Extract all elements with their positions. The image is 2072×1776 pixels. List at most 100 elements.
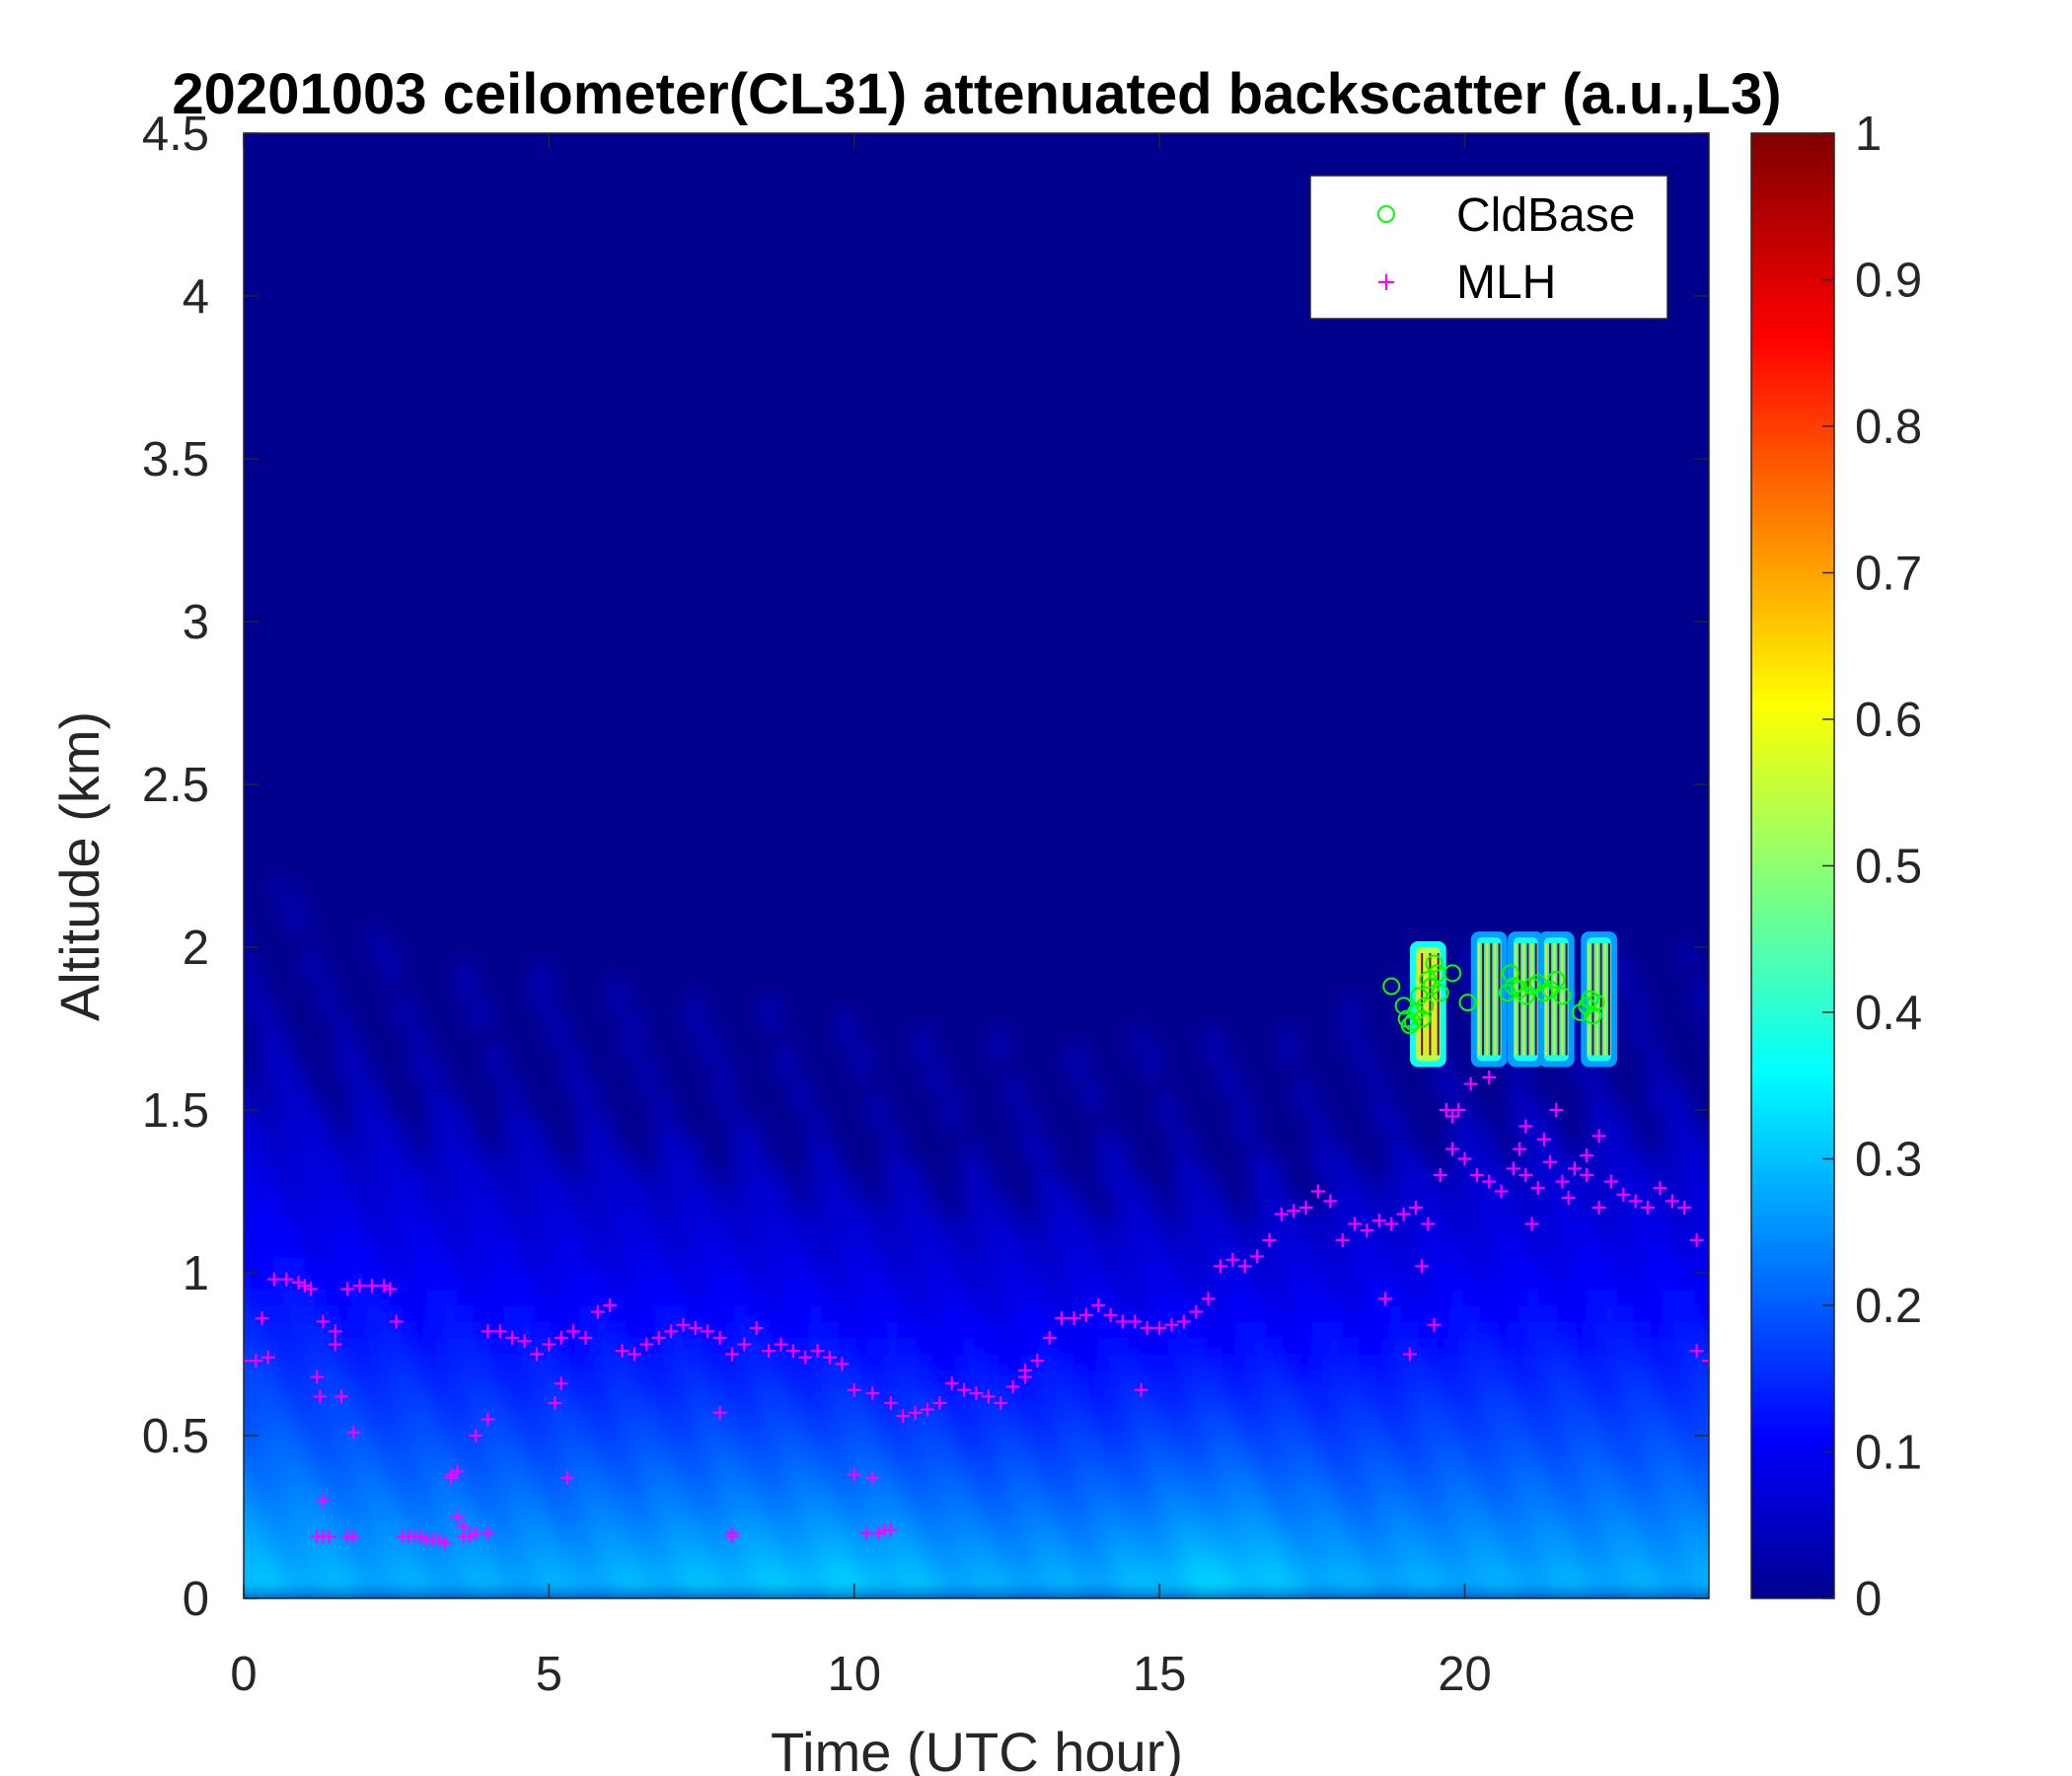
heatmap-cell	[961, 1143, 978, 1160]
heatmap-cell	[1525, 1370, 1542, 1388]
heatmap-cell	[1098, 1223, 1115, 1241]
heatmap-cell	[381, 1370, 398, 1388]
heatmap-cell	[640, 1175, 657, 1193]
heatmap-cell	[1205, 1549, 1221, 1567]
heatmap-cell	[1663, 1436, 1680, 1453]
mlh-point	[1665, 1194, 1679, 1209]
heatmap-cell	[686, 1175, 703, 1193]
heatmap-cell	[549, 1370, 565, 1388]
heatmap-cell	[411, 1484, 428, 1502]
heatmap-cell	[884, 1370, 902, 1388]
heatmap-cell	[625, 1289, 642, 1306]
x-tick-label: 0	[230, 1648, 257, 1701]
heatmap-cell	[671, 1451, 688, 1469]
heatmap-cell	[1617, 1126, 1634, 1144]
heatmap-cell	[1479, 1256, 1497, 1274]
heatmap-cell	[365, 1158, 383, 1176]
heatmap-cell	[518, 1582, 535, 1598]
heatmap-cell	[808, 1549, 825, 1567]
heatmap-cell	[1724, 1175, 1739, 1193]
heatmap-cell	[1663, 1158, 1680, 1176]
heatmap-cell	[365, 1419, 383, 1437]
heatmap-cell	[273, 1451, 291, 1469]
heatmap-cell	[1571, 1175, 1589, 1193]
heatmap-cell	[549, 1289, 565, 1306]
heatmap-cell	[792, 1419, 810, 1437]
heatmap-cell	[1632, 1354, 1650, 1371]
heatmap-cell	[1724, 1501, 1739, 1518]
heatmap-cell	[823, 1191, 841, 1209]
heatmap-cell	[1479, 1566, 1497, 1584]
heatmap-cell	[457, 1354, 475, 1371]
heatmap-cell	[1663, 1256, 1680, 1274]
heatmap-cell	[1693, 1436, 1709, 1453]
mlh-point	[774, 1337, 788, 1352]
heatmap-cell	[1327, 1143, 1344, 1160]
heatmap-cell	[991, 1451, 1008, 1469]
heatmap-cell	[304, 1582, 322, 1598]
heatmap-cell	[930, 1533, 947, 1551]
heatmap-cell	[686, 1533, 703, 1551]
heatmap-cell	[1342, 1338, 1360, 1356]
heatmap-cell	[884, 1386, 902, 1404]
heatmap-cell	[655, 1110, 673, 1128]
heatmap-cell	[304, 1370, 322, 1388]
mlh-point	[517, 1334, 532, 1349]
heatmap-cell	[792, 1533, 810, 1551]
heatmap-cell	[1205, 1403, 1221, 1421]
heatmap-cell	[762, 1582, 779, 1598]
heatmap-cell	[792, 1451, 810, 1469]
heatmap-cell	[1724, 1436, 1739, 1453]
heatmap-cell	[900, 1533, 917, 1551]
heatmap-cell	[426, 1143, 444, 1160]
heatmap-cell	[1464, 1223, 1481, 1241]
heatmap-cell	[900, 1321, 917, 1339]
heatmap-cell	[1174, 1143, 1192, 1160]
heatmap-cell	[533, 1370, 551, 1388]
heatmap-cell	[808, 1484, 825, 1502]
heatmap-cell	[1205, 1191, 1221, 1209]
heatmap-cell	[671, 1386, 688, 1404]
heatmap-cell	[747, 1208, 764, 1225]
heatmap-cell	[1693, 1451, 1709, 1469]
heatmap-cell	[473, 1566, 489, 1584]
heatmap-cell	[991, 1386, 1008, 1404]
heatmap-cell	[487, 1273, 504, 1291]
heatmap-cell	[579, 1256, 596, 1274]
heatmap-cell	[1571, 1208, 1589, 1225]
heatmap-cell	[702, 1321, 718, 1339]
heatmap-cell	[396, 1289, 413, 1306]
heatmap-cell	[747, 1256, 764, 1274]
heatmap-cell	[244, 1077, 245, 1095]
heatmap-cell	[381, 1305, 398, 1323]
heatmap-cell	[1540, 1549, 1558, 1567]
colorbar-tick-label: 0.1	[1855, 1427, 1922, 1480]
heatmap-cell	[1434, 1256, 1451, 1274]
heatmap-cell	[823, 1370, 841, 1388]
heatmap-cell	[1144, 1370, 1161, 1388]
heatmap-cell	[1571, 1468, 1589, 1486]
heatmap-cell	[594, 1143, 612, 1160]
heatmap-cell	[1082, 1582, 1100, 1598]
heatmap-cell	[1358, 1256, 1374, 1274]
heatmap-cell	[563, 1223, 581, 1241]
heatmap-cell	[1419, 1208, 1436, 1225]
heatmap-cell	[1311, 1289, 1329, 1306]
heatmap-cell	[1510, 1208, 1527, 1225]
heatmap-cell	[1372, 1256, 1390, 1274]
heatmap-cell	[1311, 1158, 1329, 1176]
heatmap-cell	[930, 1517, 947, 1534]
heatmap-cell	[1663, 1354, 1680, 1371]
heatmap-cell	[915, 1208, 932, 1225]
heatmap-cell	[244, 1468, 245, 1486]
mlh-point	[1262, 1233, 1277, 1247]
heatmap-cell	[320, 1126, 336, 1144]
heatmap-cell	[1464, 1582, 1481, 1598]
heatmap-cell	[273, 1386, 291, 1404]
mlh-point	[450, 1510, 465, 1524]
heatmap-cell	[411, 1208, 428, 1225]
heatmap-cell	[213, 1159, 229, 1177]
mlh-point	[559, 1470, 574, 1485]
mlh-point	[492, 1324, 507, 1339]
heatmap-cell	[1068, 1451, 1084, 1469]
